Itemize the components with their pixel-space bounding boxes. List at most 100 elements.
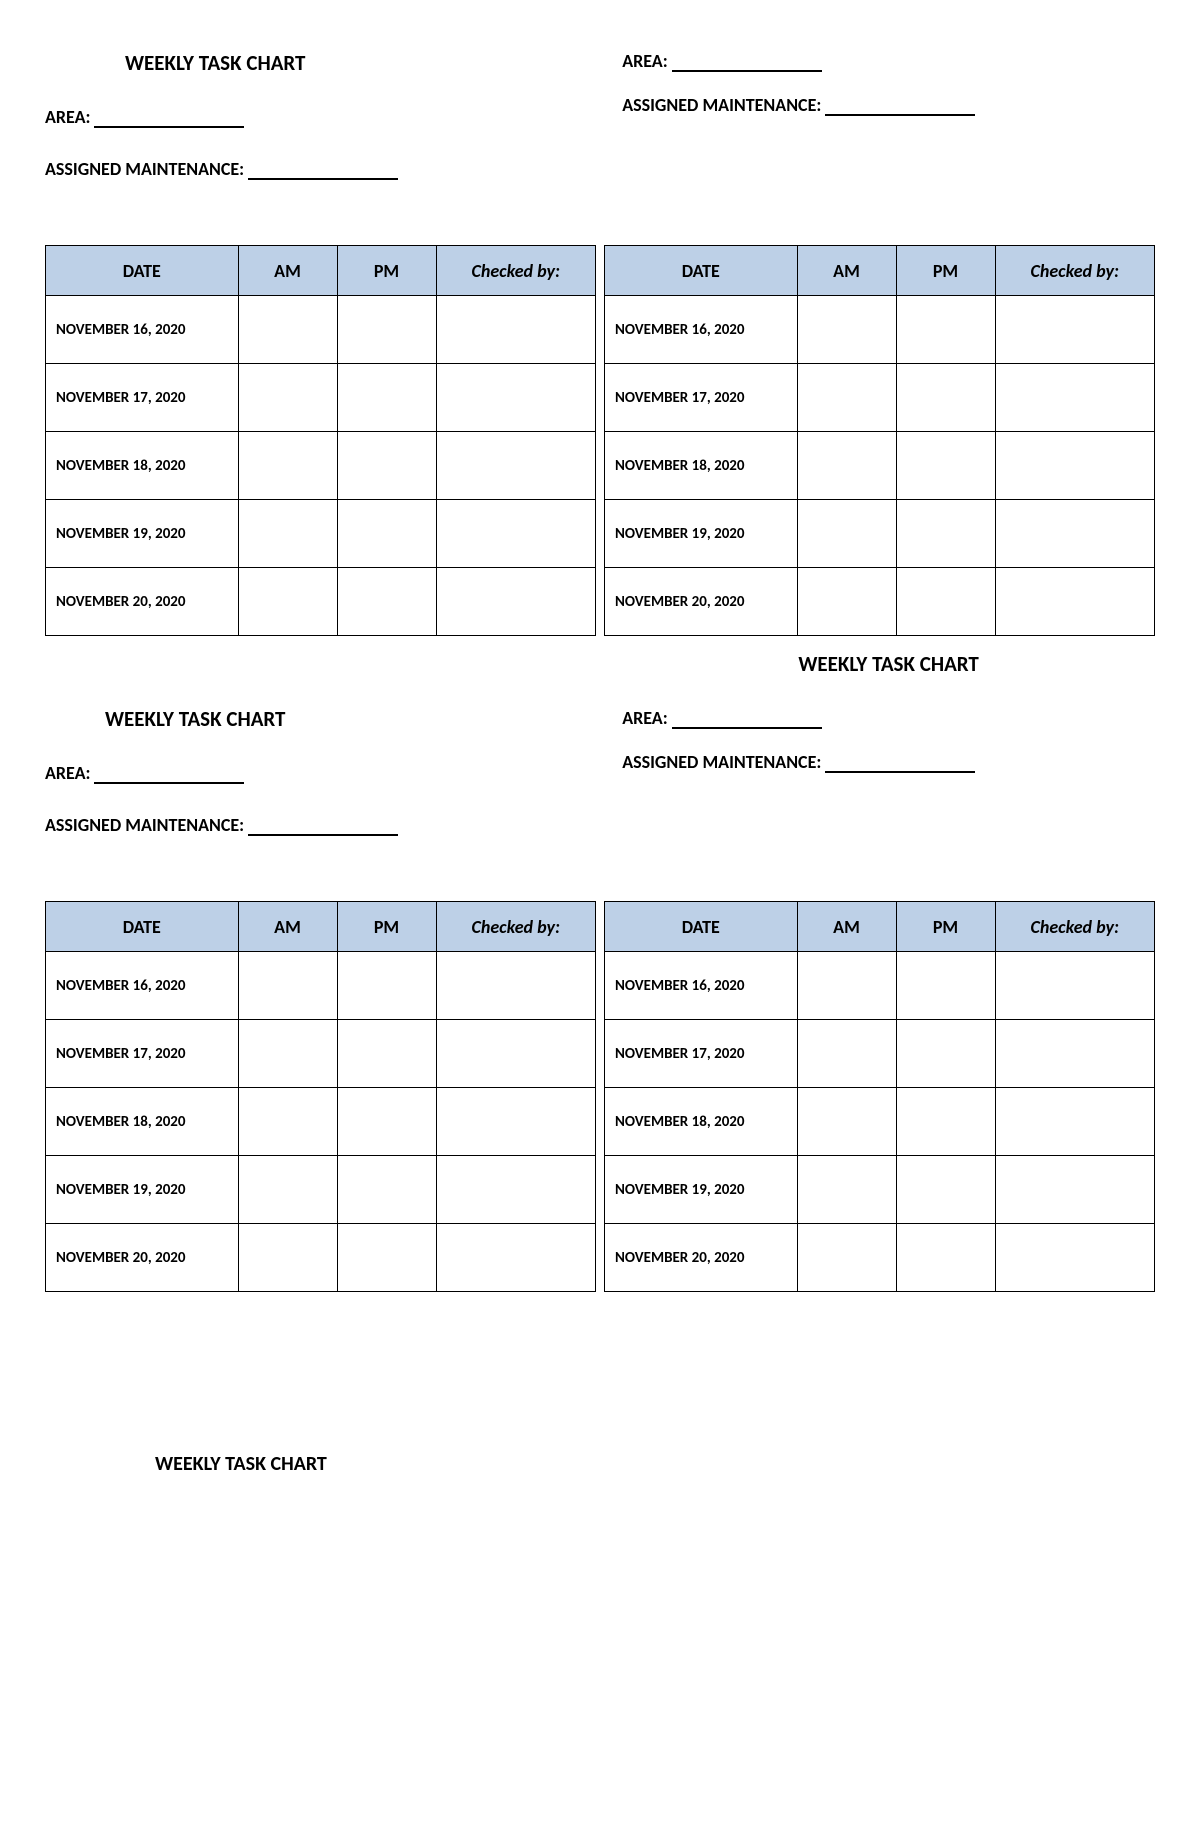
pm-cell xyxy=(896,1020,995,1088)
pm-cell xyxy=(896,1224,995,1292)
section1-right-header: AREA: ASSIGNED MAINTENANCE: xyxy=(622,50,1155,210)
section1-header: WEEKLY TASK CHART AREA: ASSIGNED MAINTEN… xyxy=(45,50,1155,210)
date-cell: NOVEMBER 20, 2020 xyxy=(46,568,239,636)
header-date: DATE xyxy=(605,246,798,296)
chart-title-bottom: WEEKLY TASK CHART xyxy=(45,1452,1155,1476)
table-body-1: NOVEMBER 16, 2020NOVEMBER 17, 2020NOVEMB… xyxy=(46,296,596,636)
area-underline xyxy=(94,110,244,128)
checked-cell xyxy=(436,568,596,636)
am-cell xyxy=(797,1020,896,1088)
checked-cell xyxy=(436,432,596,500)
area-field-4: AREA: xyxy=(622,707,1155,729)
header-pm: PM xyxy=(337,246,436,296)
am-cell xyxy=(238,432,337,500)
area-field-3: AREA: xyxy=(45,762,578,784)
table-header-row: DATE AM PM Checked by: xyxy=(605,902,1155,952)
task-table-4: DATE AM PM Checked by: NOVEMBER 16, 2020… xyxy=(604,901,1155,1292)
am-cell xyxy=(797,1224,896,1292)
table-row: NOVEMBER 16, 2020 xyxy=(605,952,1155,1020)
section2-header: WEEKLY TASK CHART AREA: ASSIGNED MAINTEN… xyxy=(45,651,1155,866)
table-row: NOVEMBER 20, 2020 xyxy=(605,568,1155,636)
am-cell xyxy=(238,1020,337,1088)
task-table-1: DATE AM PM Checked by: NOVEMBER 16, 2020… xyxy=(45,245,596,636)
assigned-underline xyxy=(825,755,975,773)
pm-cell xyxy=(896,432,995,500)
table-row: NOVEMBER 16, 2020 xyxy=(605,296,1155,364)
checked-cell xyxy=(995,1088,1155,1156)
tables-row-1: DATE AM PM Checked by: NOVEMBER 16, 2020… xyxy=(45,245,1155,636)
table-row: NOVEMBER 17, 2020 xyxy=(605,1020,1155,1088)
area-field-1: AREA: xyxy=(45,106,578,128)
date-cell: NOVEMBER 19, 2020 xyxy=(605,500,798,568)
date-cell: NOVEMBER 16, 2020 xyxy=(46,952,239,1020)
table-row: NOVEMBER 18, 2020 xyxy=(46,1088,596,1156)
date-cell: NOVEMBER 18, 2020 xyxy=(605,432,798,500)
am-cell xyxy=(797,296,896,364)
pm-cell xyxy=(337,1156,436,1224)
pm-cell xyxy=(337,952,436,1020)
pm-cell xyxy=(896,1156,995,1224)
chart-title-4: WEEKLY TASK CHART xyxy=(622,651,1155,677)
date-cell: NOVEMBER 19, 2020 xyxy=(605,1156,798,1224)
area-underline xyxy=(94,766,244,784)
pm-cell xyxy=(337,296,436,364)
checked-cell xyxy=(995,432,1155,500)
am-cell xyxy=(797,1156,896,1224)
table-header-row: DATE AM PM Checked by: xyxy=(46,902,596,952)
table-row: NOVEMBER 17, 2020 xyxy=(605,364,1155,432)
pm-cell xyxy=(896,296,995,364)
header-checked: Checked by: xyxy=(436,246,596,296)
am-cell xyxy=(797,568,896,636)
table-row: NOVEMBER 19, 2020 xyxy=(605,500,1155,568)
table-row: NOVEMBER 19, 2020 xyxy=(605,1156,1155,1224)
am-cell xyxy=(238,952,337,1020)
am-cell xyxy=(238,500,337,568)
checked-cell xyxy=(995,364,1155,432)
checked-cell xyxy=(995,1224,1155,1292)
date-cell: NOVEMBER 17, 2020 xyxy=(605,364,798,432)
assigned-field-4: ASSIGNED MAINTENANCE: xyxy=(622,751,1155,773)
date-cell: NOVEMBER 18, 2020 xyxy=(46,1088,239,1156)
pm-cell xyxy=(337,500,436,568)
area-field-2: AREA: xyxy=(622,50,1155,72)
table-row: NOVEMBER 19, 2020 xyxy=(46,500,596,568)
am-cell xyxy=(238,296,337,364)
pm-cell xyxy=(337,432,436,500)
am-cell xyxy=(238,1224,337,1292)
pm-cell xyxy=(896,364,995,432)
assigned-field-3: ASSIGNED MAINTENANCE: xyxy=(45,814,578,836)
date-cell: NOVEMBER 16, 2020 xyxy=(46,296,239,364)
pm-cell xyxy=(337,1088,436,1156)
header-pm: PM xyxy=(337,902,436,952)
header-checked: Checked by: xyxy=(995,246,1155,296)
date-cell: NOVEMBER 20, 2020 xyxy=(46,1224,239,1292)
table-row: NOVEMBER 19, 2020 xyxy=(46,1156,596,1224)
assigned-underline xyxy=(248,162,398,180)
section1-left-header: WEEKLY TASK CHART AREA: ASSIGNED MAINTEN… xyxy=(45,50,578,210)
header-am: AM xyxy=(238,902,337,952)
pm-cell xyxy=(337,1224,436,1292)
header-pm: PM xyxy=(896,246,995,296)
assigned-underline xyxy=(248,818,398,836)
table-row: NOVEMBER 17, 2020 xyxy=(46,1020,596,1088)
assigned-label: ASSIGNED MAINTENANCE: xyxy=(622,751,821,773)
pm-cell xyxy=(896,952,995,1020)
table-row: NOVEMBER 18, 2020 xyxy=(605,432,1155,500)
table-body-4: NOVEMBER 16, 2020NOVEMBER 17, 2020 NOVEMB… xyxy=(605,952,1155,1292)
checked-cell xyxy=(995,1020,1155,1088)
tables-row-2: DATE AM PM Checked by: NOVEMBER 16, 2020… xyxy=(45,901,1155,1292)
header-date: DATE xyxy=(46,902,239,952)
table-body-2: NOVEMBER 16, 2020NOVEMBER 17, 2020NOVEMB… xyxy=(605,296,1155,636)
table-row: NOVEMBER 20, 2020 xyxy=(46,568,596,636)
chart-title-1: WEEKLY TASK CHART xyxy=(45,50,578,76)
area-label: AREA: xyxy=(45,762,90,784)
date-cell: NOVEMBER 16, 2020 xyxy=(605,296,798,364)
checked-cell xyxy=(995,952,1155,1020)
header-date: DATE xyxy=(46,246,239,296)
assigned-field-1: ASSIGNED MAINTENANCE: xyxy=(45,158,578,180)
am-cell xyxy=(238,1156,337,1224)
table-row: NOVEMBER 18, 2020 xyxy=(46,432,596,500)
area-label: AREA: xyxy=(622,50,667,72)
checked-cell xyxy=(436,1088,596,1156)
date-cell: NOVEMBER 19, 2020 xyxy=(46,1156,239,1224)
